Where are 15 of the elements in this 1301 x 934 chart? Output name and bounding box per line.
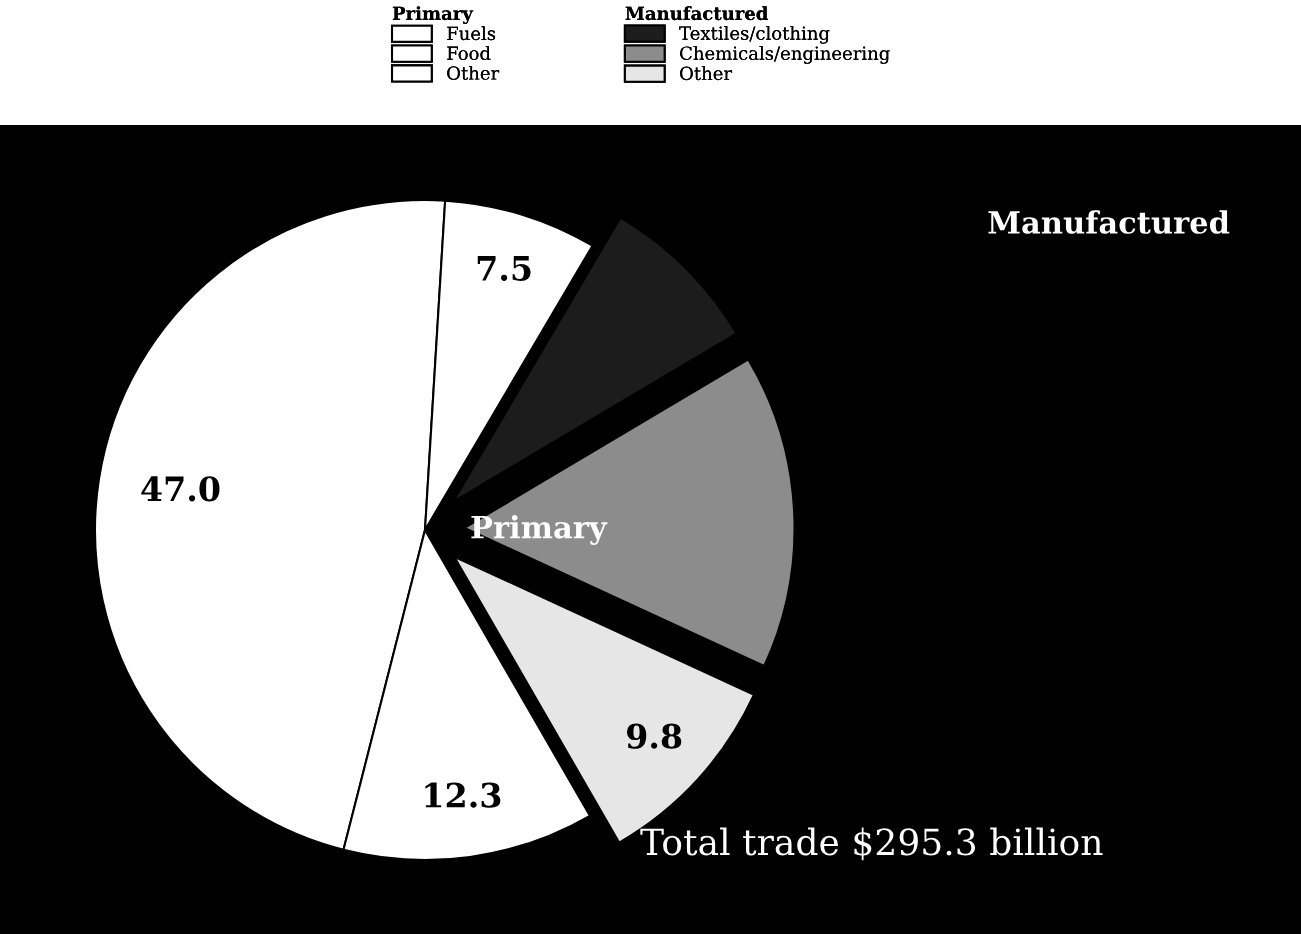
data-label: 47.0 [141,476,220,502]
legend-label: Chemicals/engineering [680,46,890,64]
legend-label: Food [447,46,491,61]
text: Primary [471,515,608,545]
legend-label: Other [447,65,500,80]
text: Primary [392,6,474,24]
data-label: 9.8 [626,723,682,749]
text: Manufactured [625,6,768,21]
text: Manufactured [988,210,1230,234]
legend-label: Other [680,66,733,81]
data-label: 12.3 [425,782,501,808]
legend-label: Textiles/clothing [679,25,830,44]
text: Total trade $295.3 billion [640,827,1103,861]
data-label: 7.5 [477,256,531,281]
legend-label: Fuels [447,26,496,41]
